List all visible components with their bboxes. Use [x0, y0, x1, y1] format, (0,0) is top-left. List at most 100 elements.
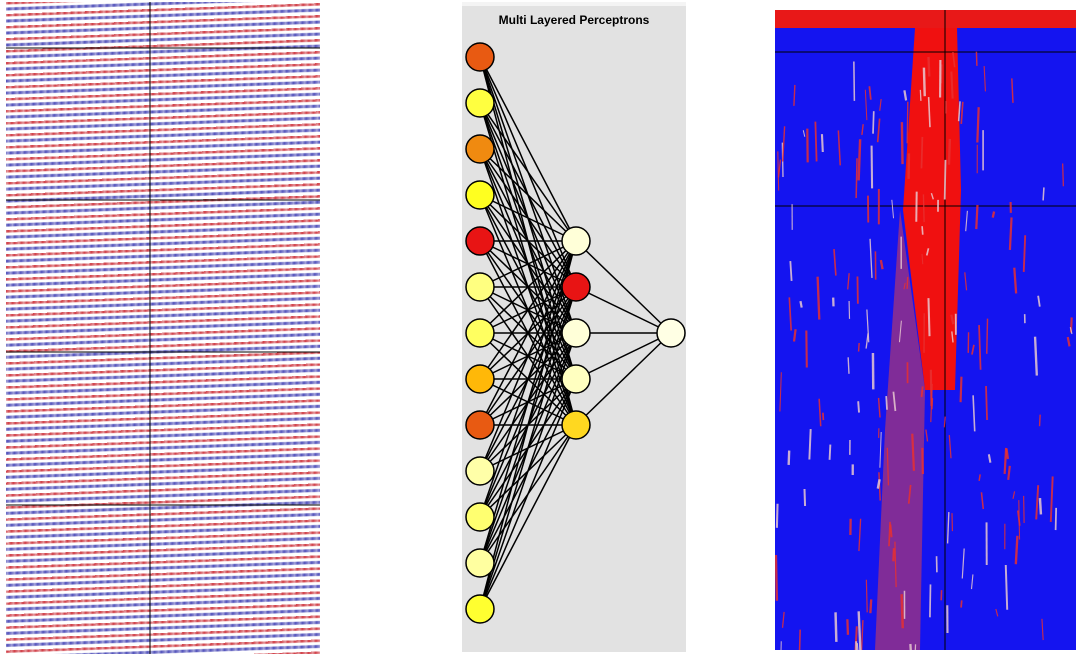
speckle	[979, 325, 981, 370]
input-node	[466, 135, 494, 163]
connection	[576, 333, 671, 379]
speckle	[948, 512, 949, 543]
speckle	[880, 99, 881, 111]
speckle	[830, 445, 831, 460]
speckle	[1036, 485, 1038, 519]
speckle	[961, 102, 963, 124]
speckle	[866, 580, 867, 613]
speckle	[799, 630, 800, 650]
speckle	[870, 599, 871, 613]
speckle	[961, 377, 962, 403]
speckle	[1063, 163, 1064, 186]
speckle	[866, 333, 868, 348]
speckle	[893, 548, 894, 561]
speckle	[961, 600, 962, 607]
speckle	[922, 226, 923, 235]
speckle	[803, 130, 804, 137]
speckle	[945, 160, 946, 200]
speckle	[848, 357, 849, 374]
speckle	[1043, 187, 1044, 200]
speckle	[981, 492, 983, 509]
speckle	[865, 90, 866, 120]
speckle	[902, 122, 903, 164]
hidden-node	[562, 411, 590, 439]
input-node	[466, 273, 494, 301]
speckle	[987, 319, 988, 354]
speckle	[984, 66, 985, 91]
hidden-node	[562, 273, 590, 301]
speckle	[941, 64, 942, 83]
speckle	[1024, 235, 1025, 272]
hidden-node	[562, 227, 590, 255]
speckle	[809, 429, 810, 459]
speckle	[902, 594, 903, 628]
speckle	[859, 519, 861, 551]
speckle	[804, 489, 805, 506]
speckle	[1007, 449, 1008, 459]
speckle	[878, 479, 880, 488]
speckle	[861, 620, 863, 650]
speckle	[922, 254, 923, 264]
speckle	[986, 386, 987, 420]
probability-image	[775, 10, 1076, 650]
output-node	[657, 319, 685, 347]
speckle	[949, 139, 950, 165]
seismic-section	[6, 2, 320, 654]
speckle	[834, 249, 836, 276]
input-node	[466, 181, 494, 209]
connection	[480, 195, 576, 241]
speckle	[790, 261, 791, 281]
speckle	[818, 277, 820, 320]
input-node	[466, 457, 494, 485]
speckle	[859, 611, 861, 650]
speckle	[1068, 337, 1070, 346]
speckle	[907, 277, 908, 289]
speckle	[996, 609, 998, 616]
speckle	[1014, 268, 1016, 294]
speckle	[780, 372, 781, 411]
speckle	[977, 107, 978, 142]
speckle	[1016, 536, 1018, 564]
speckle	[965, 272, 967, 290]
speckle	[783, 126, 785, 161]
probability-map	[775, 10, 1076, 650]
speckle	[778, 151, 779, 190]
speckle	[856, 158, 857, 198]
speckle	[1038, 296, 1040, 307]
speckle	[777, 504, 778, 528]
speckle	[971, 574, 972, 589]
speckle	[794, 329, 796, 341]
speckle	[931, 370, 932, 406]
speckle	[776, 555, 777, 601]
input-node	[466, 43, 494, 71]
speckle	[878, 119, 880, 143]
input-node	[466, 595, 494, 623]
speckle	[892, 200, 894, 218]
speckle	[966, 211, 968, 231]
speckle	[907, 102, 908, 144]
speckle	[1035, 337, 1037, 376]
speckle	[1040, 415, 1041, 427]
speckle	[869, 86, 870, 99]
speckle	[949, 435, 951, 458]
speckle	[859, 139, 861, 180]
input-node	[466, 503, 494, 531]
speckle	[879, 398, 880, 418]
speckle	[1010, 217, 1012, 250]
speckle	[924, 68, 925, 97]
mlp-panel: Multi Layered Perceptrons	[462, 2, 686, 652]
speckle	[928, 298, 929, 336]
speckle	[838, 130, 840, 165]
connection	[480, 379, 576, 609]
speckle	[930, 584, 931, 617]
speckle	[859, 343, 860, 352]
input-node	[466, 227, 494, 255]
speckle	[979, 474, 980, 481]
speckle	[1013, 491, 1015, 498]
speckle	[794, 85, 795, 106]
speckle	[926, 430, 928, 442]
speckle	[889, 522, 890, 546]
input-node	[466, 365, 494, 393]
speckle	[880, 432, 881, 468]
